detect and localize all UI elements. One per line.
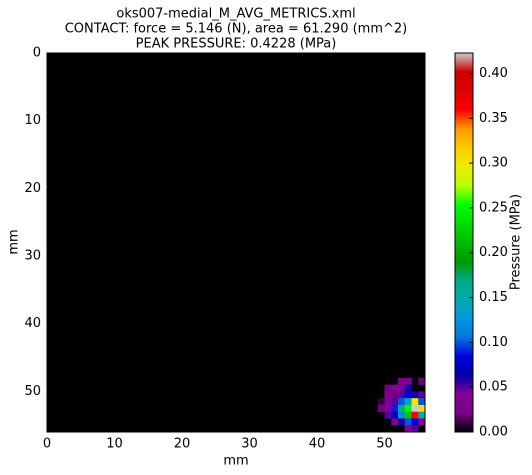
x-tick-label: 0 [43,437,51,452]
heat-cell [398,391,406,399]
heat-cell [384,398,392,406]
heat-cell [391,418,399,426]
colorbar-tick-label: 0.35 [479,111,508,126]
y-tick-label: 20 [24,181,41,196]
heat-cell [411,418,419,426]
heat-cell [391,404,399,412]
colorbar-tick-label: 0.15 [479,290,508,305]
heat-cell [411,404,419,412]
x-tick-label: 50 [376,437,393,452]
colorbar-tick-label: 0.20 [479,245,508,260]
y-tick-label: 10 [24,113,41,128]
heat-cell [398,384,406,392]
heat-cell [398,398,406,406]
colorbar-tick-label: 0.00 [479,425,508,440]
heat-cell [404,398,412,406]
colorbar-tick-label: 0.05 [479,380,508,395]
heat-cell [391,384,399,392]
heat-cell [391,391,399,399]
heat-cell [418,418,426,426]
plot-frame [46,52,426,433]
title-line: oks007-medial_M_AVG_METRICS.xml [116,7,355,22]
heat-cell [404,411,412,419]
x-tick-label: 40 [309,437,326,452]
y-tick-label: 50 [24,384,41,399]
heat-cell [404,384,412,392]
heat-cell [411,425,419,433]
colorbar-tick-label: 0.30 [479,156,508,171]
heat-cell [398,377,406,385]
heat-cell [404,377,412,385]
heat-cell [418,377,426,385]
heat-cell [411,411,419,419]
y-tick-label: 30 [24,249,41,264]
heat-cell [404,404,412,412]
heat-cell [404,418,412,426]
heat-cell [377,398,385,406]
heat-cell [418,411,426,419]
x-tick-label: 30 [241,437,258,452]
heat-cell [411,391,419,399]
title-line: PEAK PRESSURE: 0.4228 (MPa) [136,37,337,52]
y-tick-label: 40 [24,316,41,331]
x-tick-label: 20 [174,437,191,452]
heat-cell [391,398,399,406]
heat-cell [404,425,412,433]
heat-cell [391,411,399,419]
heat-cell [384,404,392,412]
colorbar-tick-label: 0.25 [479,200,508,215]
x-tick-label: 10 [106,437,123,452]
heat-cell [377,404,385,412]
heat-cell [411,398,419,406]
heat-cell [384,391,392,399]
heat-cell [398,411,406,419]
heat-cell [418,398,426,406]
heat-cell [384,384,392,392]
y-axis-label: mm [7,229,22,254]
colorbar [454,52,474,433]
heat-cell [398,418,406,426]
colorbar-tick-label: 0.10 [479,335,508,350]
heat-cell [418,404,426,412]
plot-background [47,53,425,432]
colorbar-label: Pressure (MPa) [509,194,524,290]
title-line: CONTACT: force = 5.146 (N), area = 61.29… [65,22,408,37]
y-tick-label: 0 [33,46,41,61]
x-axis-label: mm [223,454,248,469]
heat-cell [418,391,426,399]
colorbar-tick-label: 0.40 [479,66,508,81]
heat-cell [404,391,412,399]
heat-cell [384,411,392,419]
heat-cell [398,404,406,412]
